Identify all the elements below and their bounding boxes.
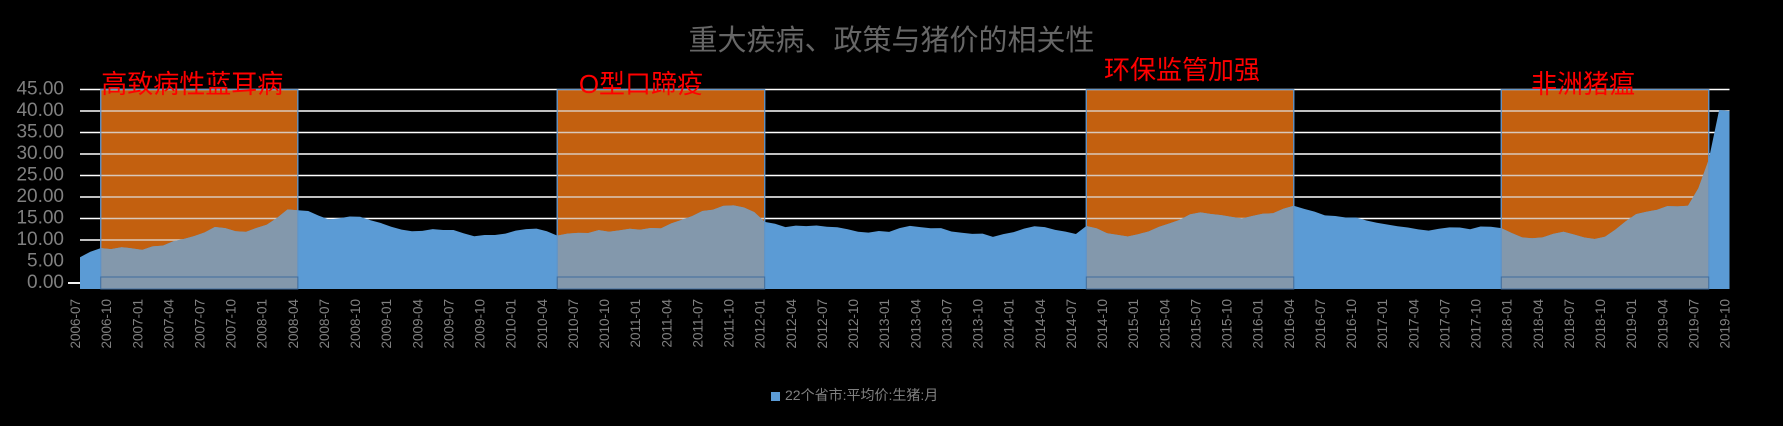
svg-text:2018-01: 2018-01 xyxy=(1500,299,1515,349)
svg-text:2017-01: 2017-01 xyxy=(1375,299,1390,349)
svg-text:2013-01: 2013-01 xyxy=(877,299,892,349)
svg-text:2017-04: 2017-04 xyxy=(1406,299,1421,349)
svg-text:2017-10: 2017-10 xyxy=(1469,299,1484,349)
svg-text:2008-01: 2008-01 xyxy=(255,299,270,349)
svg-text:2009-10: 2009-10 xyxy=(473,299,488,349)
svg-text:2019-07: 2019-07 xyxy=(1686,299,1701,349)
svg-text:2011-04: 2011-04 xyxy=(659,299,674,348)
svg-text:2014-01: 2014-01 xyxy=(1002,299,1017,349)
svg-text:2019-04: 2019-04 xyxy=(1655,299,1670,349)
svg-text:40.00: 40.00 xyxy=(16,100,64,121)
svg-text:2014-10: 2014-10 xyxy=(1095,299,1110,349)
svg-text:2010-10: 2010-10 xyxy=(597,299,612,349)
svg-text:2015-04: 2015-04 xyxy=(1157,299,1172,349)
svg-text:2015-10: 2015-10 xyxy=(1220,299,1235,349)
svg-text:2016-01: 2016-01 xyxy=(1251,299,1266,349)
svg-text:25.00: 25.00 xyxy=(16,165,64,186)
svg-text:2007-10: 2007-10 xyxy=(224,299,239,349)
svg-text:非洲猪瘟: 非洲猪瘟 xyxy=(1531,69,1635,99)
svg-text:2006-10: 2006-10 xyxy=(99,299,114,349)
svg-text:10.00: 10.00 xyxy=(16,229,64,250)
svg-text:2018-04: 2018-04 xyxy=(1531,299,1546,349)
svg-text:2016-10: 2016-10 xyxy=(1344,299,1359,349)
svg-text:O型口蹄疫: O型口蹄疫 xyxy=(579,69,703,99)
svg-text:2019-01: 2019-01 xyxy=(1624,299,1639,349)
svg-text:2011-10: 2011-10 xyxy=(722,299,737,348)
svg-text:20.00: 20.00 xyxy=(16,186,64,207)
svg-text:2017-07: 2017-07 xyxy=(1437,299,1452,349)
svg-text:2012-07: 2012-07 xyxy=(815,299,830,349)
svg-text:2013-07: 2013-07 xyxy=(939,299,954,349)
svg-text:2010-07: 2010-07 xyxy=(566,299,581,349)
svg-text:高致病性蓝耳病: 高致病性蓝耳病 xyxy=(101,69,283,99)
svg-text:2016-04: 2016-04 xyxy=(1282,299,1297,349)
svg-text:2009-07: 2009-07 xyxy=(441,299,456,349)
svg-text:2012-04: 2012-04 xyxy=(784,299,799,349)
svg-text:2018-07: 2018-07 xyxy=(1562,299,1577,349)
svg-text:2014-07: 2014-07 xyxy=(1064,299,1079,349)
svg-text:2008-04: 2008-04 xyxy=(286,299,301,349)
svg-text:2015-01: 2015-01 xyxy=(1126,299,1141,349)
svg-text:2008-10: 2008-10 xyxy=(348,299,363,349)
svg-text:2009-01: 2009-01 xyxy=(379,299,394,349)
svg-text:2012-01: 2012-01 xyxy=(753,299,768,349)
svg-text:2018-10: 2018-10 xyxy=(1593,299,1608,349)
svg-text:2012-10: 2012-10 xyxy=(846,299,861,349)
svg-text:2007-04: 2007-04 xyxy=(161,299,176,349)
svg-text:2011-07: 2011-07 xyxy=(690,299,705,348)
svg-text:15.00: 15.00 xyxy=(16,208,64,229)
svg-text:2019-10: 2019-10 xyxy=(1718,299,1733,349)
svg-text:2016-07: 2016-07 xyxy=(1313,299,1328,349)
svg-text:2007-07: 2007-07 xyxy=(192,299,207,349)
svg-text:2014-04: 2014-04 xyxy=(1033,299,1048,349)
svg-text:5.00: 5.00 xyxy=(27,251,64,272)
svg-text:0.00: 0.00 xyxy=(27,272,64,293)
svg-text:2010-01: 2010-01 xyxy=(504,299,519,349)
svg-text:环保监管加强: 环保监管加强 xyxy=(1104,55,1260,85)
svg-text:2013-10: 2013-10 xyxy=(971,299,986,349)
svg-text:2011-01: 2011-01 xyxy=(628,299,643,348)
svg-text:2013-04: 2013-04 xyxy=(908,299,923,349)
svg-text:2007-01: 2007-01 xyxy=(130,299,145,349)
svg-text:2006-07: 2006-07 xyxy=(68,299,83,349)
svg-text:35.00: 35.00 xyxy=(16,122,64,143)
svg-text:2009-04: 2009-04 xyxy=(410,299,425,349)
svg-text:2010-04: 2010-04 xyxy=(535,299,550,349)
svg-text:45.00: 45.00 xyxy=(16,79,64,100)
svg-text:22个省市:平均价:生猪:月: 22个省市:平均价:生猪:月 xyxy=(785,387,938,403)
svg-text:2008-07: 2008-07 xyxy=(317,299,332,349)
svg-text:2015-07: 2015-07 xyxy=(1188,299,1203,349)
svg-text:30.00: 30.00 xyxy=(16,143,64,164)
